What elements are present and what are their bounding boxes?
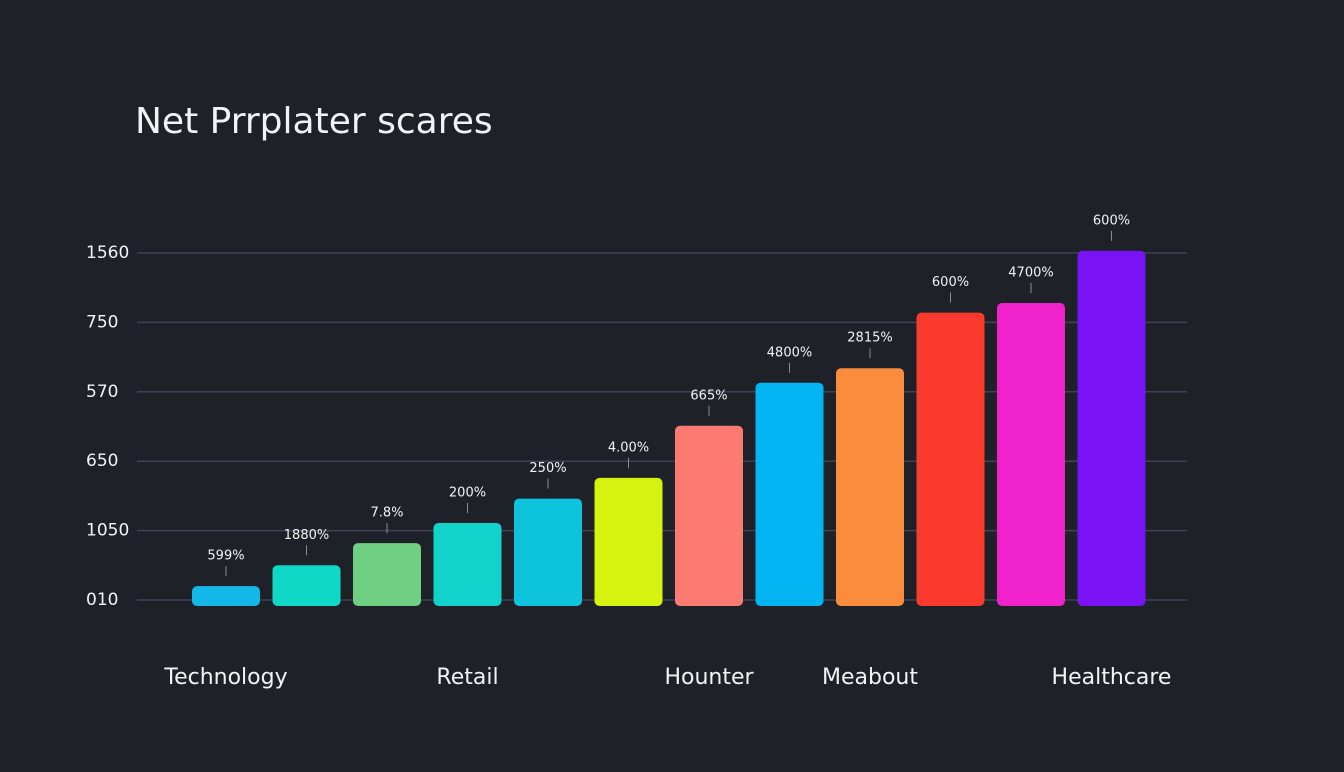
bar	[836, 368, 904, 606]
bar	[594, 477, 663, 606]
value-label: 2815%	[847, 331, 892, 346]
value-label: 1880%	[284, 528, 329, 543]
y-tick-label: 750	[86, 312, 118, 332]
y-tick-label: 650	[86, 451, 118, 471]
bar	[192, 586, 260, 606]
bar	[916, 312, 985, 606]
bar	[433, 522, 502, 606]
x-tick-label: Healthcare	[1052, 665, 1172, 690]
x-tick-label: Retail	[436, 665, 498, 690]
value-label: 4700%	[1008, 265, 1053, 280]
bar	[755, 382, 824, 606]
value-label: 200%	[449, 485, 486, 500]
value-label: 4.00%	[608, 440, 649, 455]
bar	[997, 302, 1065, 606]
y-tick-label: 1050	[86, 521, 129, 541]
value-label: 599%	[207, 549, 244, 564]
bar	[272, 565, 341, 606]
value-label: 7.8%	[370, 506, 403, 521]
value-label: 600%	[1093, 213, 1130, 228]
bar	[675, 425, 743, 606]
y-tick-label: 010	[86, 590, 118, 610]
x-tick-label: Hounter	[664, 665, 754, 690]
y-tick-label: 570	[86, 382, 118, 402]
x-tick-label: Technology	[163, 665, 287, 690]
value-label: 600%	[932, 275, 969, 290]
bar	[353, 543, 421, 606]
value-label: 4800%	[767, 345, 812, 360]
chart-title: Net Prrplater scares	[135, 101, 493, 142]
y-tick-label: 1560	[86, 243, 129, 263]
value-label: 250%	[529, 461, 566, 476]
x-tick-label: Meabout	[822, 665, 918, 690]
value-label: 665%	[690, 388, 727, 403]
bar	[514, 498, 582, 606]
bar	[1077, 250, 1146, 606]
